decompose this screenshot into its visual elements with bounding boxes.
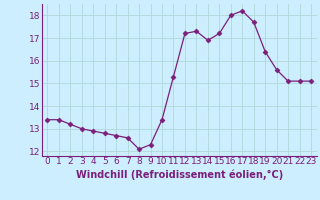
X-axis label: Windchill (Refroidissement éolien,°C): Windchill (Refroidissement éolien,°C) (76, 169, 283, 180)
